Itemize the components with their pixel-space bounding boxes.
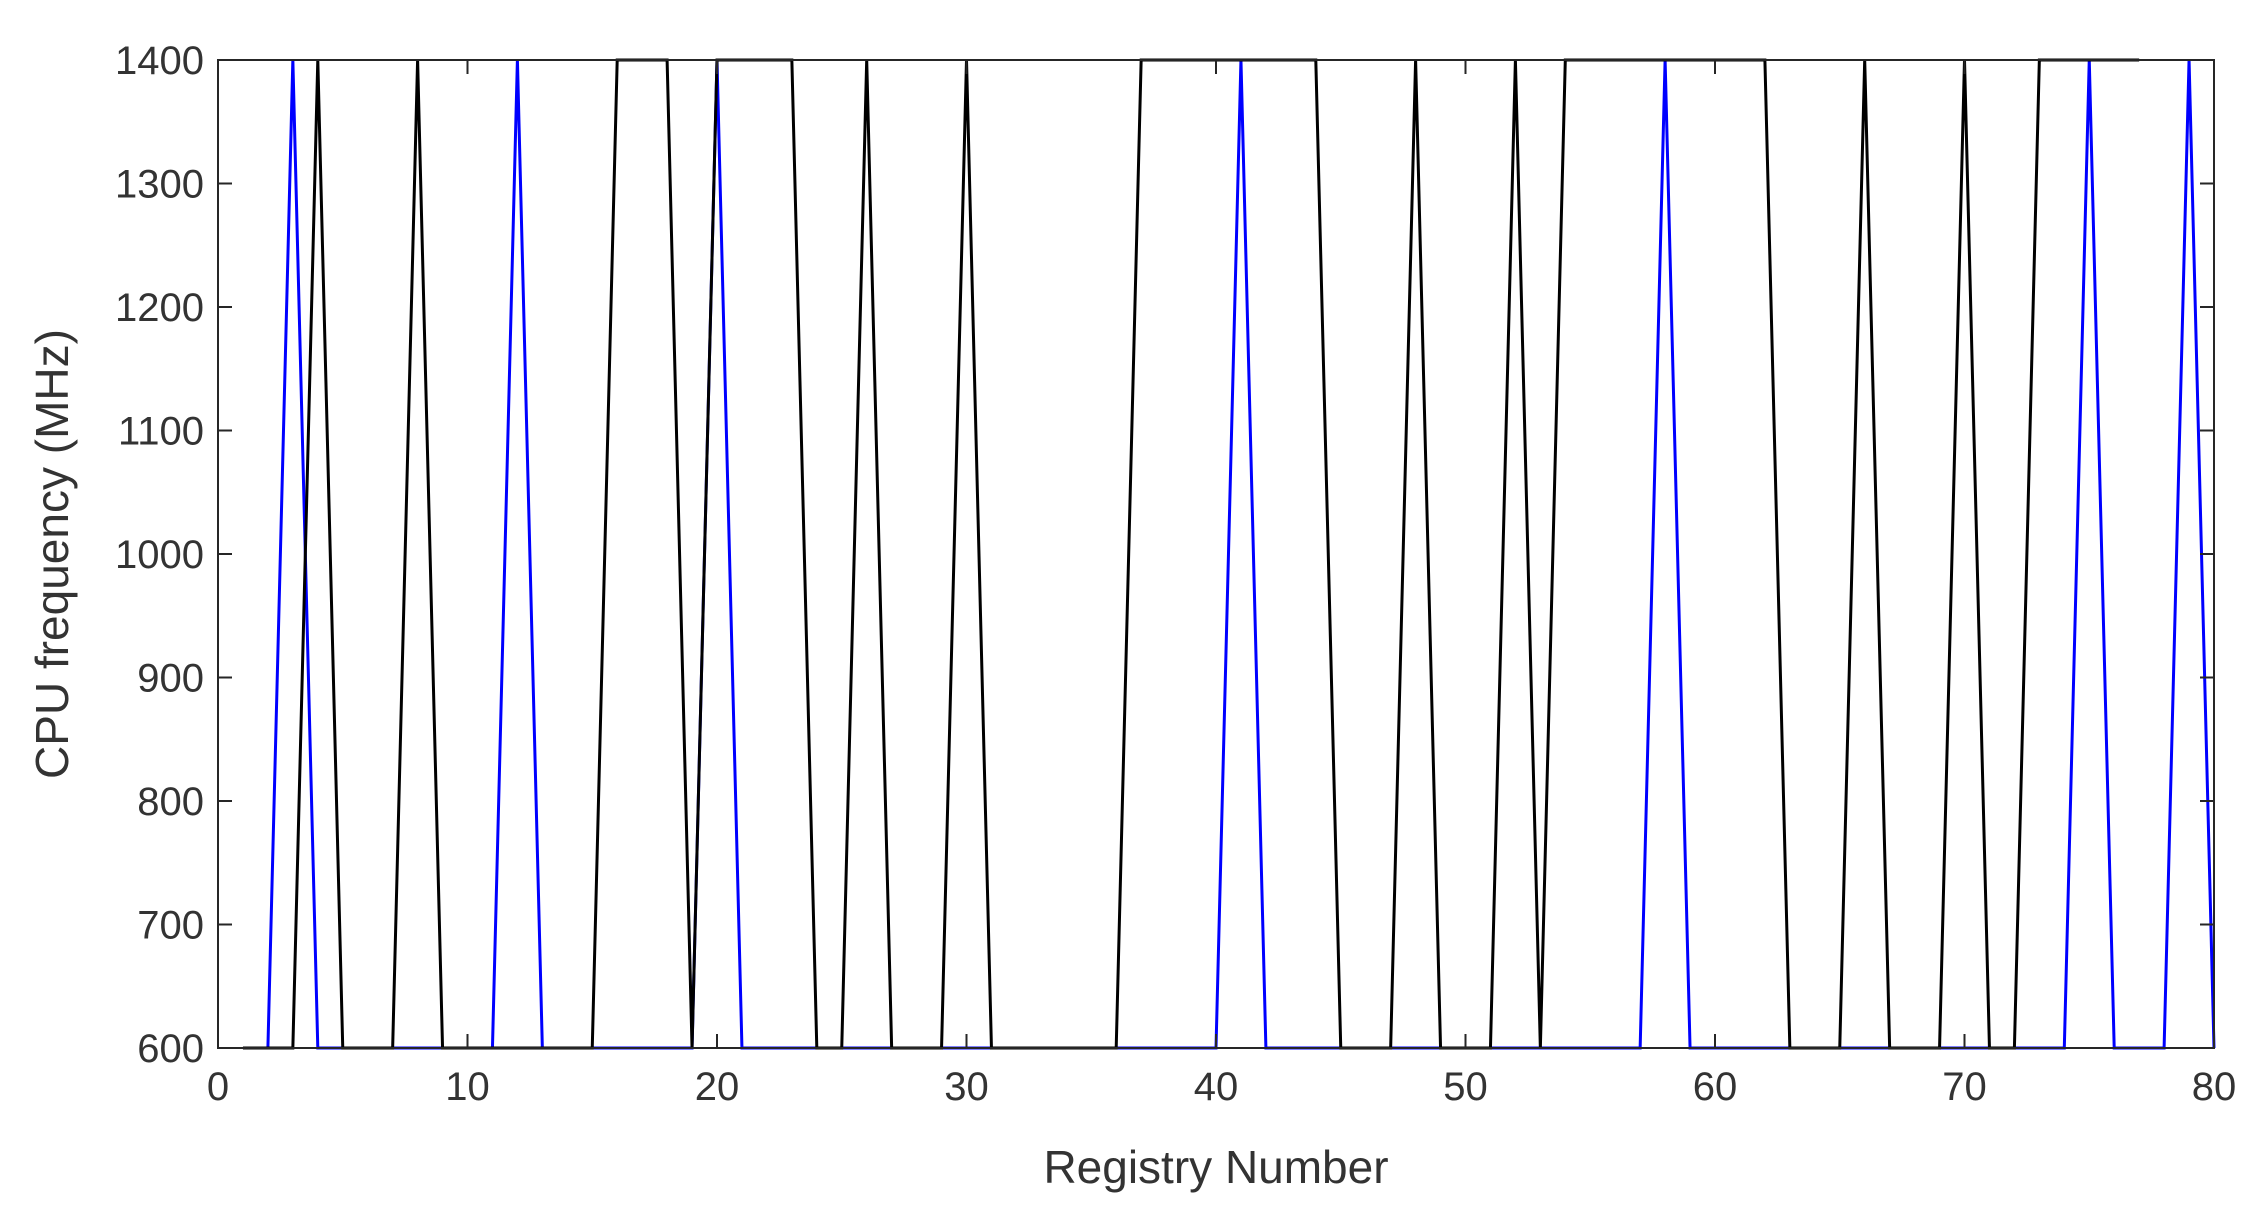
y-axis: 600 700 800 900 1000 1100 1200 1300 1400 [115,39,2214,1071]
y-tick-label: 900 [137,657,204,701]
x-tick-label: 70 [1942,1065,1987,1109]
y-tick-label: 1300 [115,163,204,207]
series-line-1 [266,59,2216,1050]
x-axis-label: Registry Number [1043,1141,1388,1193]
y-tick-label: 1000 [115,533,204,577]
y-tick-label: 1200 [115,286,204,330]
x-tick-label: 80 [2192,1065,2237,1109]
x-tick-label: 0 [207,1065,229,1109]
x-tick-label: 10 [445,1065,490,1109]
x-tick-label: 20 [695,1065,740,1109]
x-tick-label: 60 [1693,1065,1738,1109]
x-tick-label: 30 [944,1065,989,1109]
y-tick-label: 1400 [115,39,204,83]
y-axis-label: CPU frequency (MHz) [26,329,78,779]
x-axis: 0 10 20 30 40 50 60 70 80 [207,60,2236,1109]
x-tick-label: 50 [1443,1065,1488,1109]
y-tick-label: 1100 [118,410,204,454]
y-tick-label: 800 [137,780,204,824]
x-tick-label: 40 [1194,1065,1239,1109]
y-tick-label: 600 [137,1027,204,1071]
plot-area [218,60,2214,1048]
y-tick-label: 700 [137,904,204,948]
